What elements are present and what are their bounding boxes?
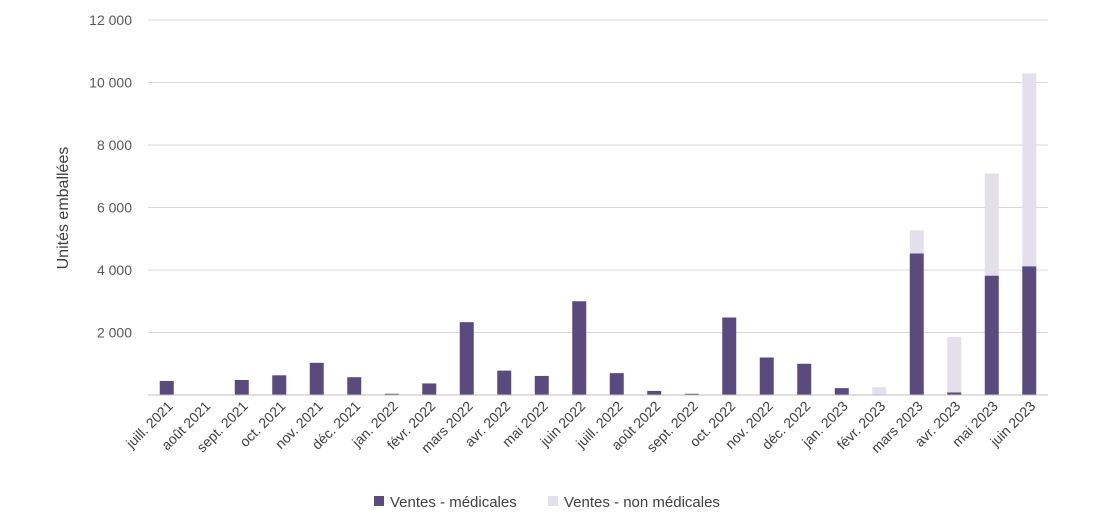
bar-non-medical [872,387,887,395]
bar-medical [684,393,699,395]
y-tick-label: 8 000 [97,137,132,153]
y-axis-title: Unités emballées [55,147,72,270]
bar-medical [947,392,962,395]
y-tick-label: 4 000 [97,262,132,278]
legend-label: Ventes - non médicales [564,494,720,511]
bar-medical [647,390,662,395]
bar-medical [497,370,512,395]
grid-lines [148,19,1048,333]
bar-medical [722,317,737,395]
bar-medical [834,388,849,395]
bar-medical [272,375,287,395]
bar-medical [384,393,399,395]
bar-medical [984,275,999,395]
legend-swatch [374,496,384,506]
y-tick-label: 10 000 [89,75,132,91]
bar-medical [159,380,174,395]
bar-medical [422,383,437,395]
bar-medical [309,362,324,395]
bar-medical [1022,266,1037,395]
bar-medical [534,375,549,395]
legend-label: Ventes - médicales [390,494,517,511]
bar-medical [459,322,474,395]
bar-non-medical [909,230,924,254]
bar-medical [572,301,587,395]
y-tick-label: 12 000 [89,12,132,28]
bar-medical [609,373,624,395]
bar-non-medical [984,173,999,276]
legend-swatch [548,496,558,506]
bar-non-medical [1022,73,1037,267]
bar-medical [234,380,249,395]
y-tick-label: 6 000 [97,200,132,216]
bar-non-medical [947,336,962,393]
bar-medical [347,377,362,395]
legend: Ventes - médicales Ventes - non médicales [374,494,720,511]
bar-medical [759,357,774,395]
y-axis-tick-labels: 2 000 4 000 6 000 8 000 10 000 12 000 [89,12,132,341]
bar-medical [909,253,924,395]
bars [159,73,1037,395]
y-tick-label: 2 000 [97,325,132,341]
bar-medical [797,363,812,395]
